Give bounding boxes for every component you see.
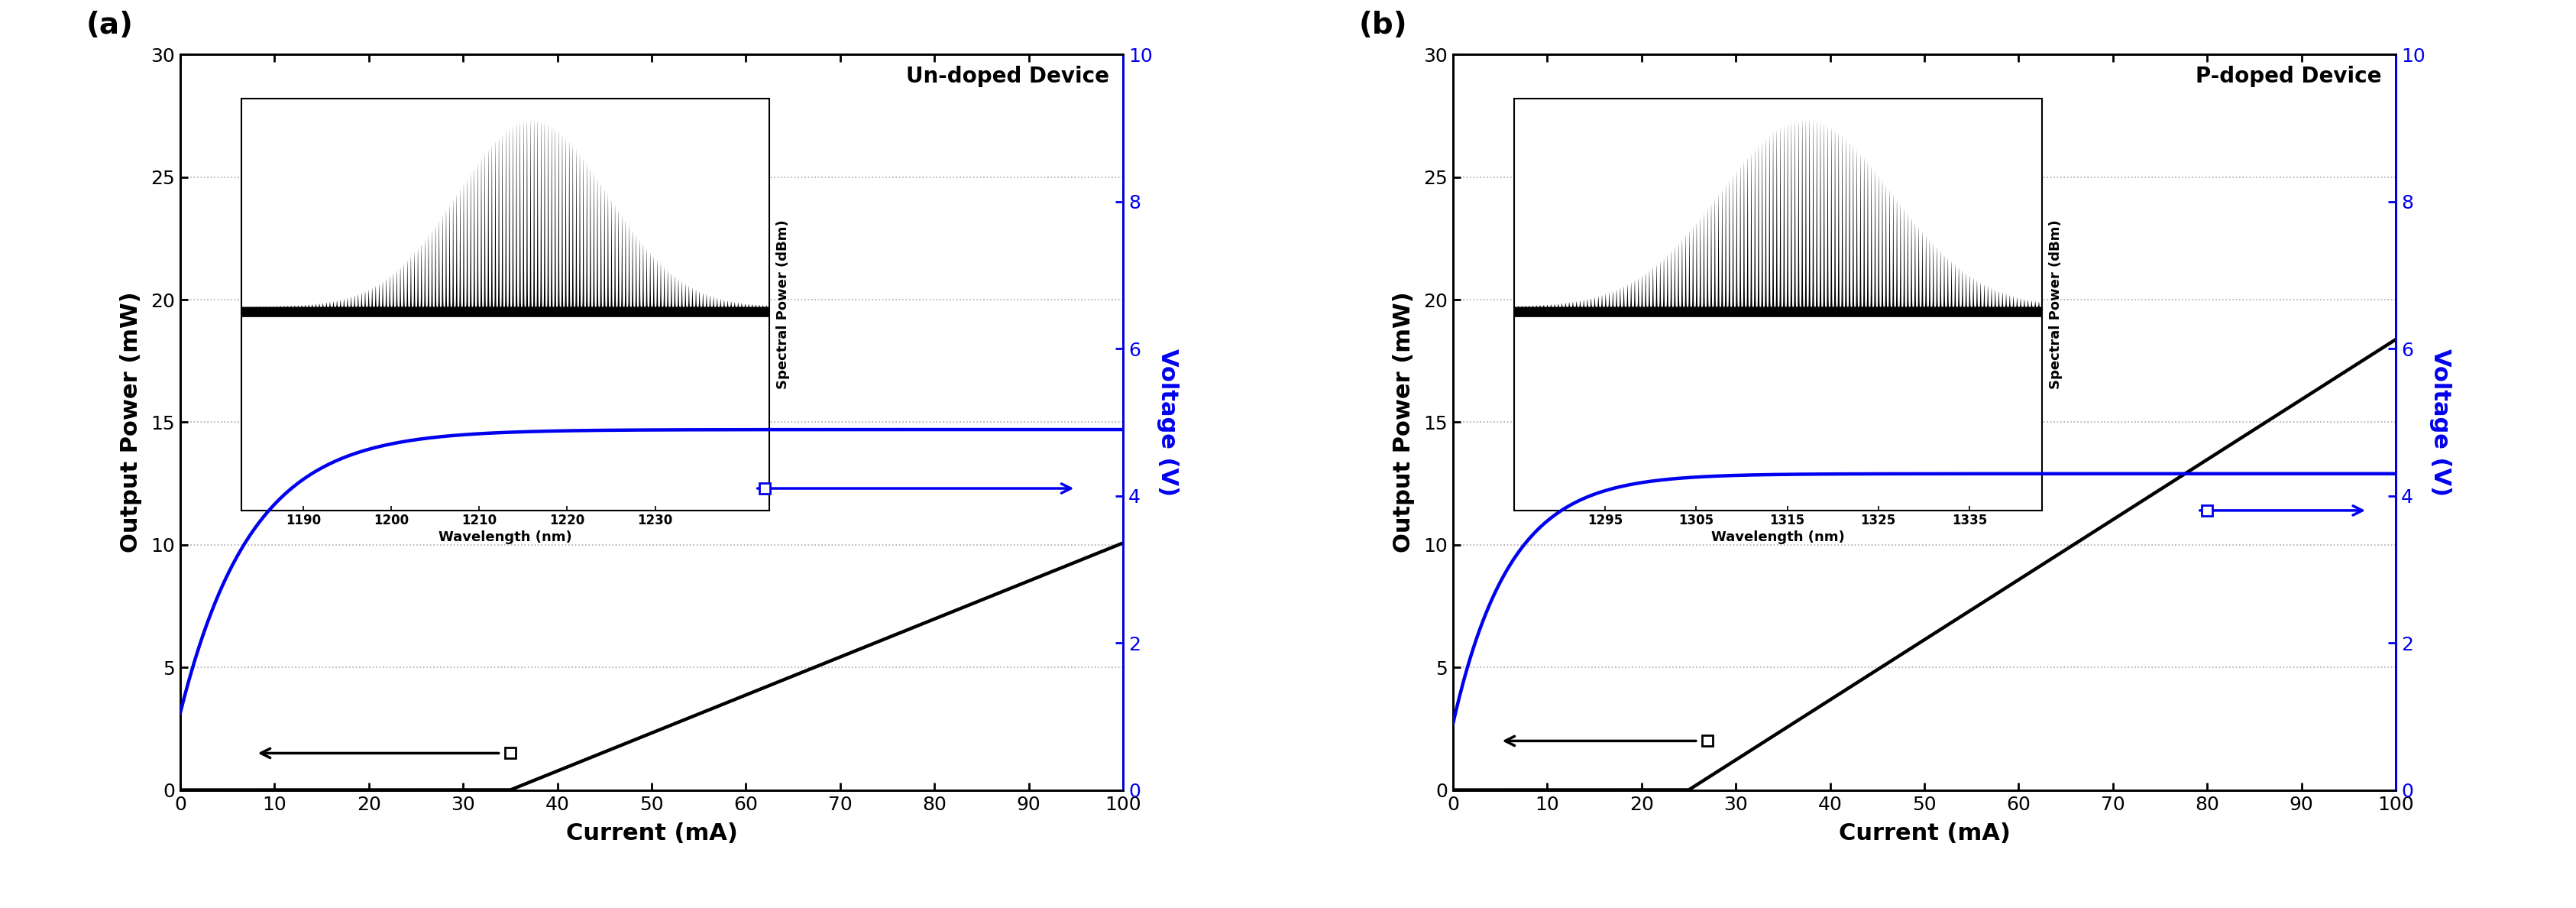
Text: P-doped Device: P-doped Device — [2195, 65, 2383, 87]
Y-axis label: Voltage (V): Voltage (V) — [1157, 349, 1180, 496]
X-axis label: Current (mA): Current (mA) — [1839, 822, 2009, 844]
Text: (b): (b) — [1358, 11, 1406, 40]
Y-axis label: Voltage (V): Voltage (V) — [2429, 349, 2452, 496]
X-axis label: Current (mA): Current (mA) — [567, 822, 737, 844]
Y-axis label: Output Power (mW): Output Power (mW) — [1394, 291, 1414, 553]
Text: (a): (a) — [85, 11, 134, 40]
Text: Un-doped Device: Un-doped Device — [907, 65, 1108, 87]
Y-axis label: Output Power (mW): Output Power (mW) — [121, 291, 142, 553]
